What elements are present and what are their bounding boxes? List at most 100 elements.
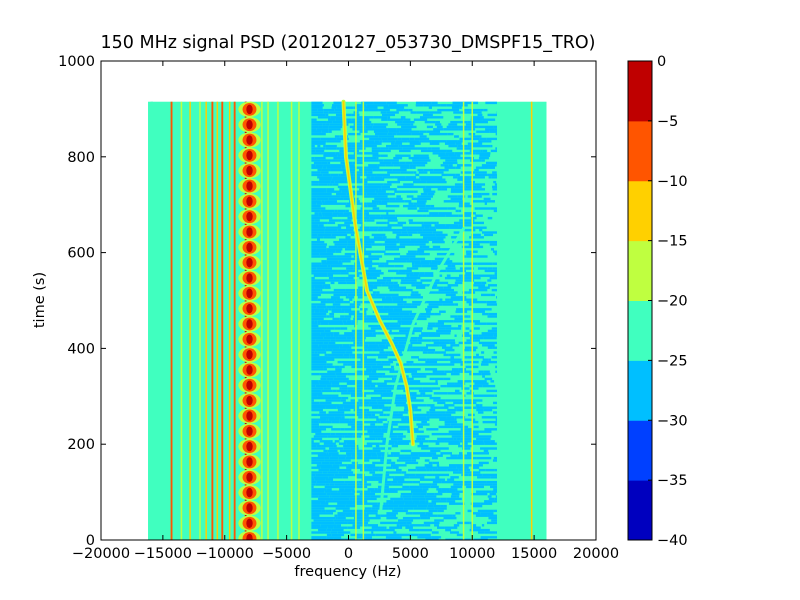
heatmap-cell: [411, 262, 415, 265]
heatmap-cell: [446, 274, 451, 277]
heatmap-cell: [466, 485, 473, 489]
heatmap-cell: [331, 310, 345, 313]
heatmap-cell: [363, 353, 377, 357]
heatmap-cell: [458, 224, 473, 227]
heatmap-cell: [338, 219, 342, 222]
heatmap-cell: [344, 221, 355, 225]
heatmap-cell: [343, 483, 348, 486]
heatmap-cell: [402, 120, 415, 124]
heatmap-cell: [372, 368, 378, 371]
heatmap-cell: [469, 144, 478, 148]
heatmap-cell: [419, 245, 423, 249]
heatmap-cell: [317, 144, 321, 148]
heatmap-cell: [386, 101, 397, 105]
heatmap-cell: [355, 423, 364, 426]
heatmap-cell: [320, 209, 335, 213]
heatmap-cell: [427, 514, 438, 517]
heatmap-cell: [457, 195, 466, 198]
heatmap-cell: [388, 130, 400, 133]
heatmap-cell: [311, 209, 321, 213]
heatmap-cell: [493, 125, 497, 129]
heatmap-cell: [480, 512, 494, 515]
heatmap-cell: [480, 536, 496, 539]
heatmap-cell: [311, 152, 324, 155]
heatmap-cell: [328, 118, 336, 121]
heatmap-cell: [471, 504, 483, 508]
heatmap-cell: [376, 166, 380, 169]
heatmap-cell: [388, 389, 392, 393]
oscillation-bead: [246, 135, 253, 145]
heatmap-cell: [324, 228, 338, 232]
heatmap-cell: [372, 332, 378, 335]
heatmap-cell: [328, 322, 344, 325]
heatmap-cell: [451, 368, 459, 371]
heatmap-cell: [417, 195, 430, 198]
heatmap-cell: [334, 483, 344, 486]
heatmap-cell: [386, 341, 392, 345]
heatmap-cell: [318, 380, 330, 383]
heatmap-cell: [351, 305, 360, 309]
heatmap-cell: [375, 437, 378, 441]
heatmap-cell: [314, 320, 318, 323]
heatmap-cell: [391, 480, 398, 484]
heatmap-cell: [316, 202, 323, 205]
heatmap-cell: [454, 281, 463, 285]
heatmap-cell: [435, 332, 451, 335]
heatmap-cell: [382, 387, 395, 390]
heatmap-cell: [406, 260, 421, 263]
heatmap-cell: [452, 471, 462, 474]
heatmap-cell: [364, 188, 379, 191]
heatmap-cell: [327, 320, 331, 323]
heatmap-cell: [344, 310, 360, 313]
heatmap-cell: [395, 236, 400, 239]
heatmap-cell: [401, 317, 412, 321]
heatmap-cell: [319, 310, 328, 313]
heatmap-cell: [397, 178, 412, 181]
heatmap-cell: [431, 149, 447, 153]
heatmap-cell: [440, 164, 449, 167]
heatmap-cell: [395, 120, 403, 124]
heatmap-cell: [325, 348, 333, 352]
heatmap-cell: [311, 488, 318, 491]
heatmap-cell: [416, 468, 427, 472]
heatmap-cell: [399, 344, 405, 347]
heatmap-cell: [434, 447, 449, 450]
heatmap-cell: [396, 471, 402, 474]
heatmap-cell: [345, 209, 349, 213]
heatmap-cell: [311, 387, 324, 390]
heatmap-cell: [343, 212, 355, 215]
heatmap-cell: [469, 471, 481, 474]
heatmap-cell: [422, 382, 438, 385]
heatmap-cell: [492, 406, 497, 409]
heatmap-cell: [392, 168, 407, 172]
heatmap-cell: [316, 305, 327, 309]
heatmap-cell: [407, 250, 417, 253]
heatmap-cell: [450, 476, 459, 479]
heatmap-cell: [363, 516, 369, 520]
spectral-line: [199, 101, 201, 540]
heatmap-cell: [335, 432, 348, 436]
oscillation-bead: [246, 196, 253, 207]
heatmap-cell: [371, 142, 382, 145]
heatmap-cell: [354, 171, 368, 174]
heatmap-cell: [386, 327, 400, 330]
heatmap-cell: [311, 281, 326, 285]
heatmap-cell: [340, 272, 349, 275]
heatmap-cell: [473, 394, 484, 397]
heatmap-cell: [374, 250, 386, 253]
heatmap-cell: [384, 526, 387, 529]
heatmap-cell: [446, 125, 452, 129]
heatmap-cell: [352, 500, 363, 503]
heatmap-cell: [350, 233, 354, 237]
heatmap-cell: [376, 353, 389, 357]
heatmap-cell: [415, 173, 420, 177]
heatmap-cell: [369, 435, 384, 438]
heatmap-cell: [326, 248, 343, 251]
heatmap-cell: [462, 447, 471, 450]
heatmap-cell: [377, 454, 382, 457]
heatmap-cell: [320, 466, 331, 469]
heatmap-cell: [488, 358, 491, 361]
heatmap-cell: [318, 183, 328, 186]
heatmap-cell: [454, 135, 459, 138]
heatmap-cell: [367, 387, 383, 390]
